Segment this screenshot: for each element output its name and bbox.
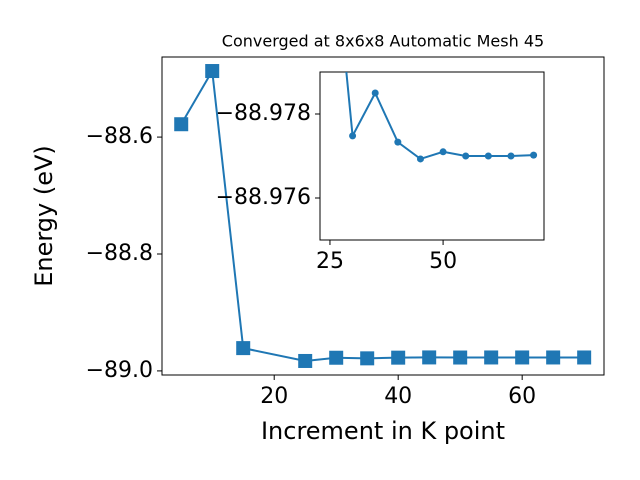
marker xyxy=(577,350,592,365)
marker xyxy=(329,350,344,365)
marker xyxy=(439,148,447,156)
marker xyxy=(484,152,492,160)
marker xyxy=(236,341,251,356)
x-tick-label: 60 xyxy=(508,384,536,409)
plot-content xyxy=(174,64,592,368)
marker xyxy=(507,152,515,160)
x-tick-label: 40 xyxy=(384,384,412,409)
y-tick-label: −88.978 xyxy=(216,101,311,126)
plot-content xyxy=(345,72,538,163)
marker xyxy=(205,64,220,79)
x-axis-label: Increment in K point xyxy=(261,417,505,445)
marker xyxy=(416,155,424,163)
marker xyxy=(349,132,357,140)
marker xyxy=(174,117,189,132)
line xyxy=(345,72,534,161)
marker xyxy=(360,351,375,366)
marker xyxy=(453,350,468,365)
x-tick-label: 25 xyxy=(316,249,344,274)
y-tick-label: −88.976 xyxy=(216,185,311,210)
marker xyxy=(422,350,437,365)
marker xyxy=(462,152,470,160)
marker xyxy=(391,350,406,365)
x-tick-label: 20 xyxy=(260,384,288,409)
marker xyxy=(530,151,538,159)
marker xyxy=(515,350,530,365)
marker xyxy=(298,353,313,368)
marker xyxy=(484,350,499,365)
marker xyxy=(394,138,402,146)
marker xyxy=(546,350,561,365)
y-axis-label: Energy (eV) xyxy=(30,145,58,287)
y-tick-label: −89.0 xyxy=(86,358,153,383)
x-tick-label: 50 xyxy=(429,249,457,274)
y-tick-label: −88.8 xyxy=(86,241,153,266)
y-tick-label: −88.6 xyxy=(86,124,153,149)
chart-title: Converged at 8x6x8 Automatic Mesh 45 xyxy=(222,32,544,51)
marker xyxy=(371,89,379,97)
